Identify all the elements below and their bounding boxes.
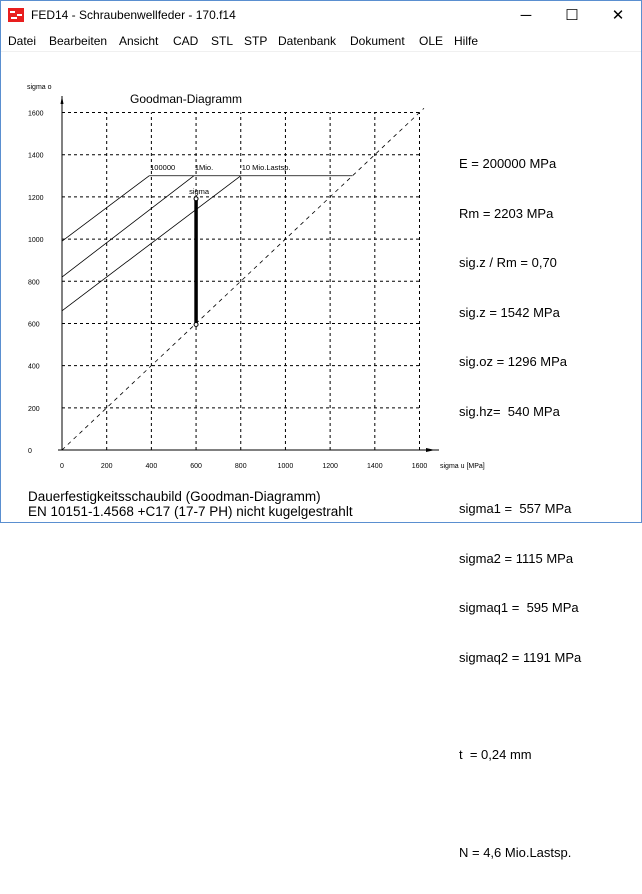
series-line-2	[61, 175, 241, 312]
info-line: sig.oz = 1296 MPa	[459, 354, 568, 369]
x-axis-arrow	[426, 448, 435, 452]
x-tick-label: 0	[60, 463, 64, 470]
maximize-button[interactable]: ☐	[565, 7, 579, 24]
y-tick-label: 1400	[28, 153, 44, 160]
info-cycles: N = 4,6 Mio.Lastsp.	[459, 844, 572, 860]
y-axis-label: sigma o	[27, 84, 52, 91]
y-axis-arrow	[60, 96, 64, 104]
chart-title: Goodman-Diagramm	[130, 92, 242, 106]
info-line: sigmaq2 = 1191 MPa	[459, 649, 582, 665]
y-tick-label: 800	[28, 279, 40, 286]
menu-datei[interactable]: Datei	[8, 34, 37, 48]
y-tick-label: 400	[28, 364, 40, 371]
minimize-button[interactable]: ─	[520, 7, 532, 24]
info-line: sigma1 = 557 MPa	[459, 501, 572, 516]
series-line-1	[61, 175, 195, 278]
x-tick-label: 800	[235, 463, 247, 470]
app-window: FED14 - Schraubenwellfeder - 170.f14 ─ ☐…	[0, 0, 642, 860]
y-tick-label: 0	[28, 448, 32, 455]
caption-line-1: Dauerfestigkeitsschaubild (Goodman-Diagr…	[28, 489, 321, 504]
series-label: sigma	[189, 187, 210, 196]
menu-bar: Datei Bearbeiten Ansicht CAD STL STP Dat…	[1, 31, 641, 52]
x-tick-label: 600	[190, 463, 202, 470]
app-icon	[8, 8, 24, 22]
menu-ole[interactable]: OLE	[419, 34, 444, 48]
info-line: sig.hz= 540 MPa	[459, 403, 560, 419]
info-line: sig.z = 1542 MPa	[459, 304, 560, 320]
menu-datenbank[interactable]: Datenbank	[278, 34, 337, 48]
series-label: 10 Mio.Lastsp.	[242, 163, 291, 172]
y-tick-label: 1000	[28, 237, 44, 244]
x-axis-label: sigma u [MPa]	[440, 463, 485, 470]
series-label: 100000	[150, 163, 175, 172]
info-line: sigmaq1 = 595 MPa	[459, 600, 579, 615]
x-tick-label: 400	[146, 463, 158, 470]
menu-ansicht[interactable]: Ansicht	[119, 34, 159, 48]
y-tick-label: 1600	[28, 111, 44, 118]
close-button[interactable]: ✕	[611, 7, 625, 24]
sigma-upper-point	[193, 196, 199, 202]
info-line: sigma2 = 1115 MPa	[459, 550, 574, 566]
info-thickness: t = 0,24 mm	[459, 747, 532, 762]
series-label: 1Mio.	[195, 163, 213, 172]
menu-hilfe[interactable]: Hilfe	[454, 34, 479, 48]
sigma-lower-point	[193, 321, 199, 327]
y-tick-label: 1200	[28, 195, 44, 202]
menu-cad[interactable]: CAD	[173, 34, 199, 48]
menu-stl[interactable]: STL	[211, 34, 234, 48]
window-title: FED14 - Schraubenwellfeder - 170.f14	[31, 8, 236, 22]
goodman-chart: 0 200 400 600 800 1000 1200 1400 1600 0 200 400 600 8…	[27, 84, 485, 470]
series-line-0	[61, 175, 150, 242]
menu-bearbeiten[interactable]: Bearbeiten	[49, 34, 108, 48]
info-line: Rm = 2203 MPa	[459, 205, 554, 221]
title-bar: FED14 - Schraubenwellfeder - 170.f14 ─ ☐…	[1, 1, 641, 31]
caption: Dauerfestigkeitsschaubild (Goodman-Diagr…	[28, 489, 353, 519]
menu-dokument[interactable]: Dokument	[350, 34, 405, 48]
y-tick-label: 200	[28, 406, 40, 413]
x-tick-label: 1200	[322, 463, 338, 470]
menu-stp[interactable]: STP	[244, 34, 268, 48]
x-tick-label: 1000	[278, 463, 294, 470]
x-tick-label: 1600	[412, 463, 428, 470]
info-panel: E = 200000 MPa Rm = 2203 MPa sig.z / Rm …	[459, 123, 581, 894]
x-tick-label: 1400	[367, 463, 383, 470]
series-line-4	[61, 107, 425, 451]
y-tick-label: 600	[28, 321, 40, 328]
x-tick-label: 200	[101, 463, 113, 470]
info-line: E = 200000 MPa	[459, 156, 557, 171]
caption-line-2: EN 10151-1.4568 +C17 (17-7 PH) nicht kug…	[28, 504, 353, 519]
info-line: sig.z / Rm = 0,70	[459, 255, 557, 270]
